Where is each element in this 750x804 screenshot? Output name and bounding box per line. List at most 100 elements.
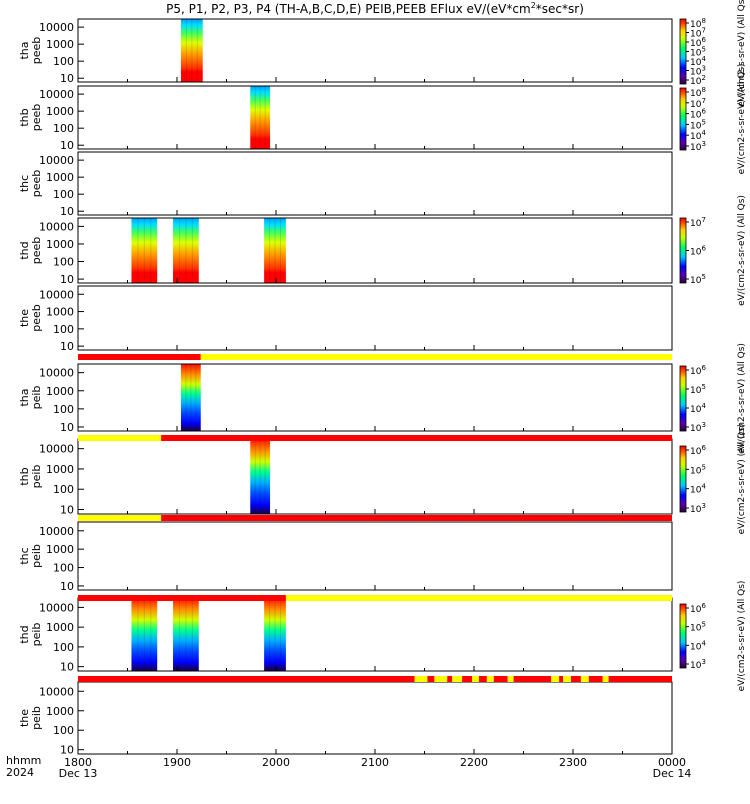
y-tick-label: 10000 <box>39 154 74 167</box>
y-tick-label: 100 <box>53 323 74 336</box>
y-tick-label: 10 <box>60 72 74 85</box>
panel-the-peib: 10000 1000 100 10 the peib <box>18 681 673 757</box>
panel-probe-label: thb <box>18 108 31 126</box>
y-tick-label: 100 <box>53 55 74 68</box>
panel-species-label: peib <box>30 706 43 730</box>
colorbar-ramp <box>679 87 687 151</box>
panel-probe-label: the <box>18 709 31 727</box>
colorbar-tick-label: 107 <box>690 97 706 110</box>
mode-bar-segment <box>559 676 564 682</box>
colorbar-label: eV/(cm2-s-sr-eV) (All Qs) <box>737 0 747 107</box>
colorbar-tick-label: 105 <box>690 273 706 286</box>
colorbar-tick-label: 104 <box>690 639 706 652</box>
colorbar-tick-label: 107 <box>690 27 706 40</box>
y-tick-label: 10 <box>60 340 74 353</box>
panel-frame <box>77 217 673 284</box>
panel-probe-label: thb <box>18 467 31 485</box>
colorbar-ramp <box>679 445 687 513</box>
y-tick-label: 1000 <box>46 38 74 51</box>
panel-species-label: peeb <box>30 304 43 332</box>
mode-bar-segment <box>478 676 487 682</box>
burst-tha-peeb-1 <box>180 19 203 82</box>
panel-frame <box>77 521 673 591</box>
mode-bars <box>78 354 672 682</box>
panel-species-label: peib <box>30 386 43 410</box>
mode-bar-3 <box>78 515 672 521</box>
colorbar-tick-label: 107 <box>690 216 706 229</box>
y-tick-label: 10 <box>60 744 74 757</box>
y-tick-label: 10 <box>60 273 74 286</box>
panel-probe-label: thd <box>18 625 31 643</box>
colorbar-tick-label: 103 <box>690 658 706 671</box>
colorbar-ramp <box>679 18 687 85</box>
panel-probe-label: thc <box>18 175 31 192</box>
colorbar-tick-label: 105 <box>690 46 706 59</box>
burst-thd-peeb-2 <box>173 218 199 283</box>
panel-thd-peeb: 10000 1000 100 10 thd peeb <box>18 217 673 286</box>
mode-bar-segment <box>161 515 672 521</box>
panel-probe-label: thc <box>18 547 31 564</box>
y-tick-label: 10 <box>60 504 74 517</box>
colorbar-ramp <box>679 217 687 284</box>
colorbar-label: eV/(cm2-s-sr-eV) (All Qs) <box>737 64 747 175</box>
y-tick-label: 1000 <box>46 385 74 398</box>
mode-bar-segment <box>580 676 589 682</box>
panel-species-label: peeb <box>30 37 43 65</box>
mode-bar-segment <box>507 676 514 682</box>
y-tick-label: 10 <box>60 205 74 218</box>
mode-bar-segment <box>563 676 572 682</box>
colorbar-label: eV/(cm2-s-sr-eV) (All Qs) <box>737 581 747 692</box>
panel-tha-peib: 10000 1000 100 10 tha peib <box>18 363 673 434</box>
mode-bar-segment <box>78 676 415 682</box>
y-tick-label: 1000 <box>46 621 74 634</box>
y-tick-label: 10 <box>60 661 74 674</box>
colorbar-tick-label: 108 <box>690 17 706 30</box>
y-tick-label: 1000 <box>46 306 74 319</box>
x-tick-sublabel: Dec 14 <box>653 767 692 780</box>
mode-bar-segment <box>447 676 453 682</box>
y-tick-label: 10 <box>60 580 74 593</box>
panel-species-label: peib <box>30 544 43 568</box>
mode-bar-segment <box>78 435 162 441</box>
panel-frame <box>77 18 673 83</box>
mode-bar-segment <box>608 676 672 682</box>
mode-bar-segment <box>486 676 494 682</box>
y-tick-label: 10000 <box>39 525 74 538</box>
colorbar-tick-label: 103 <box>690 421 706 434</box>
colorbar-tick-label: 106 <box>690 444 706 457</box>
colorbar-tick-label: 103 <box>690 65 706 78</box>
mode-bar-segment <box>78 515 162 521</box>
x-tick-label: 2000 <box>262 756 290 769</box>
y-tick-label: 10000 <box>39 21 74 34</box>
y-tick-label: 100 <box>53 483 74 496</box>
burst-thd-peib-1 <box>131 598 158 671</box>
colorbar-ramp <box>679 603 687 669</box>
mode-bar-2 <box>78 435 672 441</box>
colorbar-tick-label: 104 <box>690 55 706 68</box>
mode-bar-segment <box>602 676 609 682</box>
title-main: P5, P1, P2, P3, P4 (TH-A,B,C,D,E) PEIB,P… <box>166 2 531 16</box>
time-axis-corner-top: hhmm <box>6 754 41 767</box>
panel-thd-peib: 10000 1000 100 10 thd peib <box>18 597 673 674</box>
panel-frame <box>77 151 673 216</box>
panel-frame <box>77 438 673 515</box>
colorbar-tick-label: 105 <box>690 383 706 396</box>
cbar-3: 107 106 105 eV/(cm2-s-sr-eV) (All Qs) <box>679 195 747 306</box>
colorbar-tick-label: 104 <box>690 129 706 142</box>
y-tick-label: 1000 <box>46 238 74 251</box>
mode-bar-segment <box>200 354 672 360</box>
cbar-6: 106 105 104 103 eV/(cm2-s-sr-eV) (All Qs) <box>679 581 747 692</box>
y-tick-label: 1000 <box>46 105 74 118</box>
cbar-5: 106 105 104 103 eV/(cm2-s-sr-eV) (All Qs) <box>679 424 747 534</box>
y-tick-label: 10000 <box>39 601 74 614</box>
y-tick-label: 100 <box>53 562 74 575</box>
burst-thb-peib-1 <box>250 439 271 514</box>
colorbar-label: eV/(cm2-s-sr-eV) (All Qs) <box>737 343 747 454</box>
y-tick-label: 10000 <box>39 220 74 233</box>
panel-frame <box>77 597 673 672</box>
mode-bar-segment <box>493 676 508 682</box>
y-tick-label: 10000 <box>39 685 74 698</box>
